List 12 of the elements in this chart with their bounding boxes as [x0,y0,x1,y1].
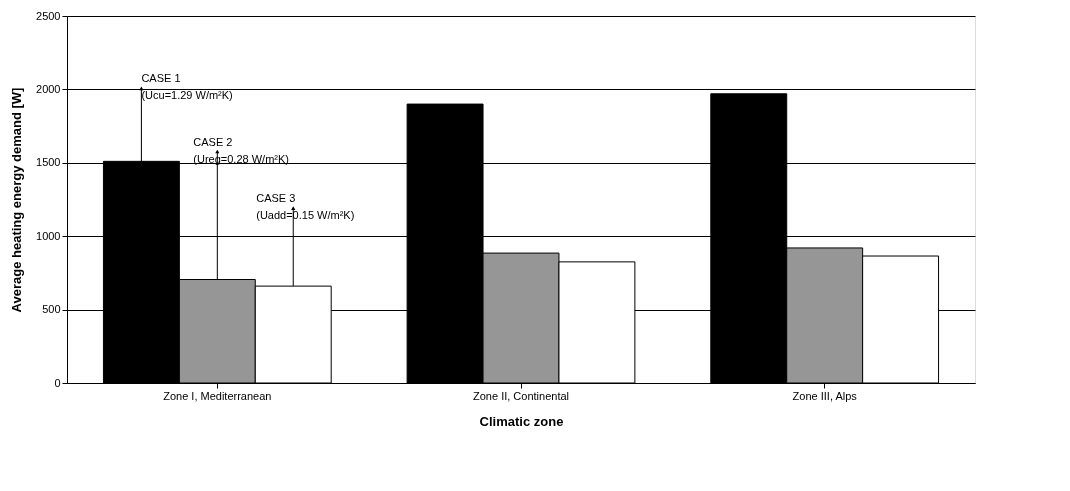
annotation: CASE 1 (Ucu=1.29 W/m²K) [141,72,233,102]
x-tick-label: Zone II, Continental [472,389,570,402]
y-axis-title: Average heating energy demand [W] [9,87,25,313]
x-axis-title: Climatic zone [479,413,564,429]
y-tick-label: 500 [42,303,61,316]
x-tick-label: Zone III, Alps [792,389,858,402]
x-tick-label: Zone I, Mediterranean [163,389,272,402]
y-tick-label: 1000 [36,229,61,242]
y-tick-label: 2000 [36,82,61,95]
y-tick-label: 1500 [36,156,61,169]
y-tick-label: 2500 [36,9,61,22]
y-tick-label: 0 [54,376,61,389]
